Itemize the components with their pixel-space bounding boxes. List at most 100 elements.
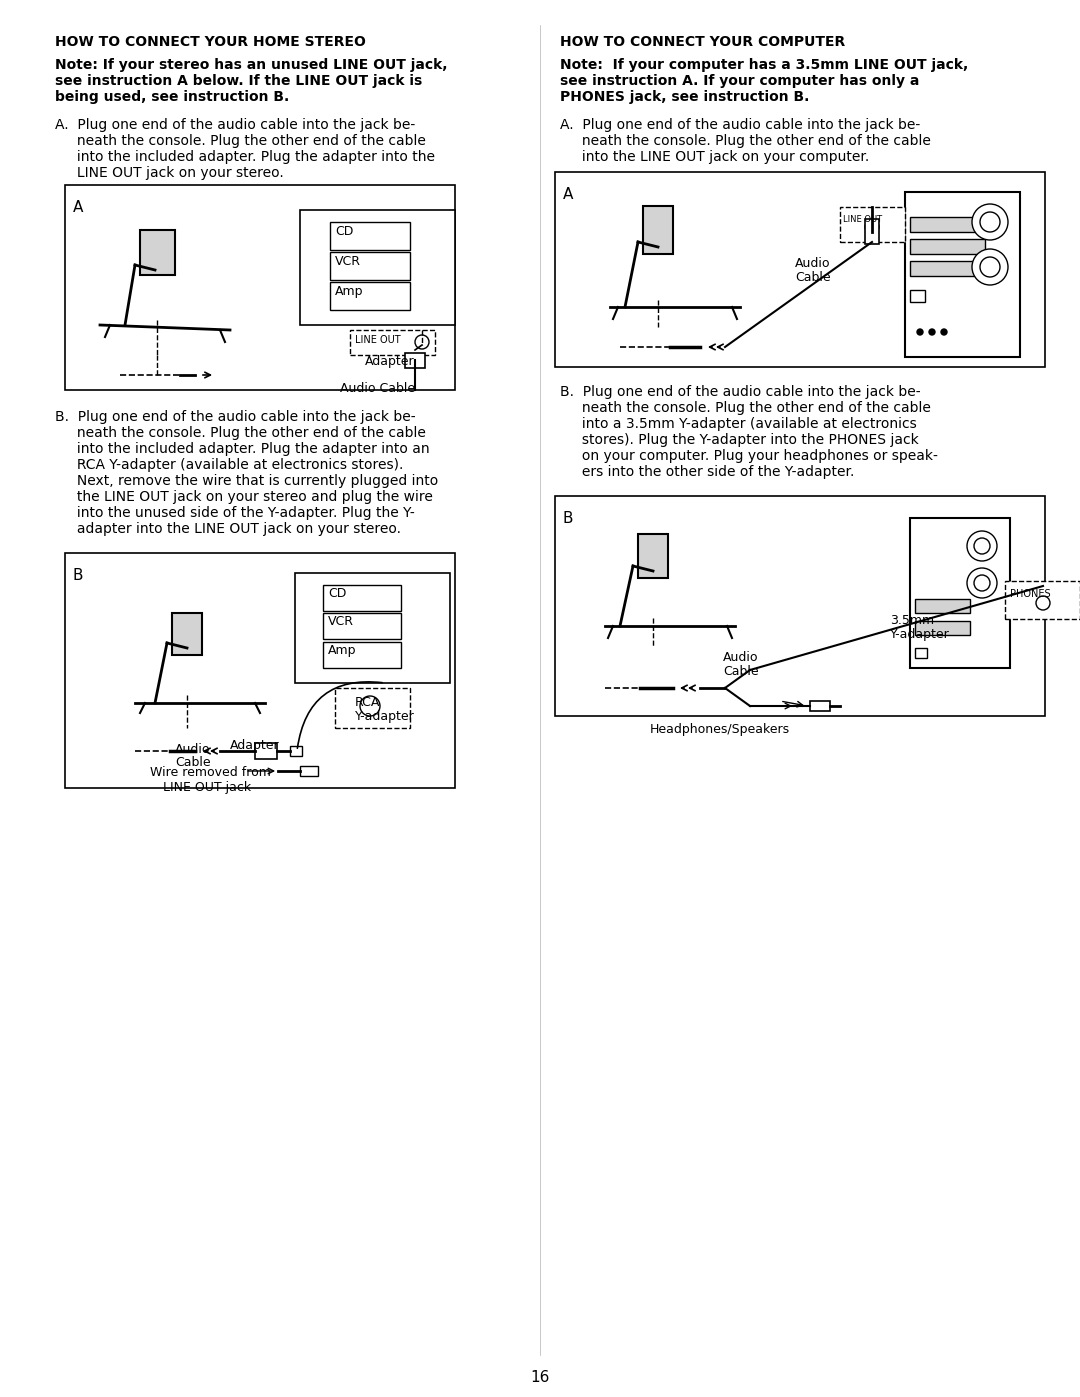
Text: 16: 16 (530, 1370, 550, 1384)
Circle shape (980, 257, 1000, 277)
Bar (638, 534, 669, 578)
Text: Wire removed from: Wire removed from (150, 766, 271, 780)
Bar (335, 687, 410, 728)
Bar (300, 210, 455, 326)
Bar (300, 766, 318, 775)
Text: neath the console. Plug the other end of the cable: neath the console. Plug the other end of… (55, 426, 426, 440)
Bar (915, 622, 970, 636)
Text: being used, see instruction B.: being used, see instruction B. (55, 89, 289, 103)
Text: Y-adapter: Y-adapter (890, 629, 949, 641)
Bar (350, 330, 435, 355)
Text: CD: CD (335, 225, 353, 237)
Text: LINE OUT: LINE OUT (843, 215, 882, 224)
Bar (65, 184, 455, 390)
Bar (323, 613, 401, 638)
Text: CD: CD (328, 587, 347, 599)
Bar (323, 643, 401, 668)
Text: LINE OUT jack on your stereo.: LINE OUT jack on your stereo. (55, 166, 284, 180)
Text: A.  Plug one end of the audio cable into the jack be-: A. Plug one end of the audio cable into … (55, 117, 415, 131)
Text: VCR: VCR (328, 615, 354, 629)
Text: LINE OUT jack: LINE OUT jack (163, 781, 252, 793)
Circle shape (974, 576, 990, 591)
Bar (330, 282, 410, 310)
Circle shape (415, 335, 429, 349)
Text: Audio: Audio (175, 743, 211, 756)
Text: Cable: Cable (723, 665, 758, 678)
Text: Audio Cable: Audio Cable (340, 381, 415, 395)
Text: VCR: VCR (335, 256, 361, 268)
Text: into the included adapter. Plug the adapter into an: into the included adapter. Plug the adap… (55, 441, 430, 455)
Text: Amp: Amp (335, 285, 364, 298)
Circle shape (980, 212, 1000, 232)
Bar (255, 743, 276, 759)
Text: neath the console. Plug the other end of the cable: neath the console. Plug the other end of… (55, 134, 426, 148)
Text: RCA Y-adapter (available at electronics stores).: RCA Y-adapter (available at electronics … (55, 458, 403, 472)
Text: HOW TO CONNECT YOUR COMPUTER: HOW TO CONNECT YOUR COMPUTER (561, 35, 846, 49)
Text: Note:  If your computer has a 3.5mm LINE OUT jack,: Note: If your computer has a 3.5mm LINE … (561, 59, 969, 73)
Bar (905, 191, 1020, 358)
Text: RCA: RCA (355, 696, 380, 710)
Bar (323, 585, 401, 610)
Circle shape (1036, 597, 1050, 610)
Bar (1005, 581, 1080, 619)
Bar (405, 353, 426, 367)
Bar (915, 599, 970, 613)
Text: 3.5mm: 3.5mm (890, 615, 934, 627)
Text: Audio: Audio (795, 257, 831, 270)
Text: see instruction A. If your computer has only a: see instruction A. If your computer has … (561, 74, 919, 88)
Bar (65, 553, 455, 788)
Text: Note: If your stereo has an unused LINE OUT jack,: Note: If your stereo has an unused LINE … (55, 59, 447, 73)
Text: on your computer. Plug your headphones or speak-: on your computer. Plug your headphones o… (561, 448, 937, 462)
Text: neath the console. Plug the other end of the cable: neath the console. Plug the other end of… (561, 134, 931, 148)
Text: into the included adapter. Plug the adapter into the: into the included adapter. Plug the adap… (55, 149, 435, 163)
Text: into the unused side of the Y-adapter. Plug the Y-: into the unused side of the Y-adapter. P… (55, 506, 415, 520)
Text: Y-adapter: Y-adapter (355, 710, 415, 724)
Circle shape (972, 204, 1008, 240)
Text: the LINE OUT jack on your stereo and plug the wire: the LINE OUT jack on your stereo and plu… (55, 490, 433, 504)
Bar (910, 261, 985, 277)
Bar (643, 205, 673, 254)
Text: see instruction A below. If the LINE OUT jack is: see instruction A below. If the LINE OUT… (55, 74, 422, 88)
Bar (172, 613, 202, 655)
Circle shape (865, 219, 879, 235)
Bar (810, 701, 831, 711)
Bar (330, 251, 410, 279)
Text: Cable: Cable (795, 271, 831, 284)
Text: Amp: Amp (328, 644, 356, 657)
Text: adapter into the LINE OUT jack on your stereo.: adapter into the LINE OUT jack on your s… (55, 522, 401, 536)
Text: PHONES: PHONES (1010, 590, 1051, 599)
Text: B: B (563, 511, 573, 527)
Text: HOW TO CONNECT YOUR HOME STEREO: HOW TO CONNECT YOUR HOME STEREO (55, 35, 366, 49)
Bar (140, 231, 175, 275)
Bar (910, 518, 1010, 668)
Text: A: A (563, 187, 573, 203)
Bar (840, 207, 905, 242)
Text: Adapter: Adapter (230, 739, 280, 752)
Text: into a 3.5mm Y-adapter (available at electronics: into a 3.5mm Y-adapter (available at ele… (561, 416, 917, 432)
Circle shape (972, 249, 1008, 285)
Text: LINE OUT: LINE OUT (355, 335, 401, 345)
Bar (291, 746, 302, 756)
Text: Cable: Cable (175, 756, 211, 768)
Text: B.  Plug one end of the audio cable into the jack be-: B. Plug one end of the audio cable into … (561, 386, 920, 400)
Text: B.  Plug one end of the audio cable into the jack be-: B. Plug one end of the audio cable into … (55, 409, 416, 425)
Text: Headphones/Speakers: Headphones/Speakers (650, 724, 791, 736)
Text: A: A (73, 200, 83, 215)
Circle shape (929, 330, 935, 335)
Text: Adapter: Adapter (365, 355, 415, 367)
Text: ers into the other side of the Y-adapter.: ers into the other side of the Y-adapter… (561, 465, 854, 479)
Bar (910, 239, 985, 254)
Bar (555, 172, 1045, 367)
Text: neath the console. Plug the other end of the cable: neath the console. Plug the other end of… (561, 401, 931, 415)
Circle shape (917, 330, 923, 335)
Text: stores). Plug the Y-adapter into the PHONES jack: stores). Plug the Y-adapter into the PHO… (561, 433, 919, 447)
Text: into the LINE OUT jack on your computer.: into the LINE OUT jack on your computer. (561, 149, 869, 163)
Text: A.  Plug one end of the audio cable into the jack be-: A. Plug one end of the audio cable into … (561, 117, 920, 131)
Circle shape (967, 531, 997, 562)
Bar (295, 573, 450, 683)
Bar (910, 291, 924, 302)
Bar (330, 222, 410, 250)
Bar (910, 217, 985, 232)
Bar (915, 648, 927, 658)
Text: PHONES jack, see instruction B.: PHONES jack, see instruction B. (561, 89, 809, 103)
